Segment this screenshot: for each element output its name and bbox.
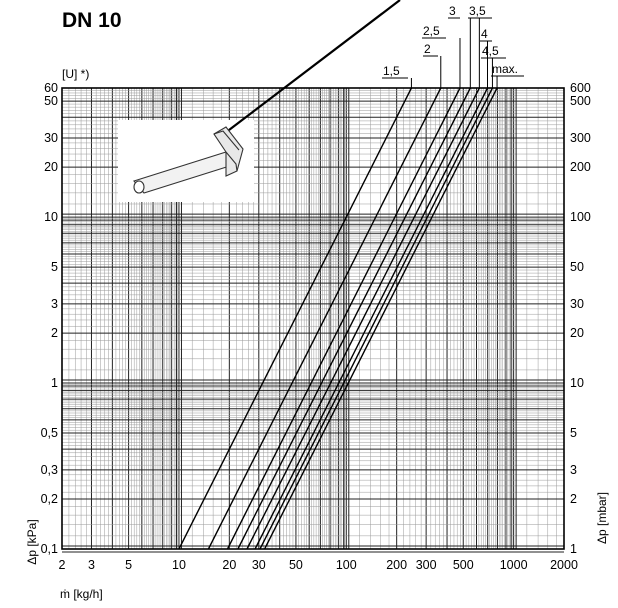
- x-axis-label: ṁ [kg/h]: [60, 587, 103, 601]
- right-tick-label: 5: [570, 426, 577, 440]
- right-tick-label: 3: [570, 463, 577, 477]
- left-tick-label: 20: [44, 160, 58, 174]
- left-tick-label: 10: [44, 210, 58, 224]
- y-axis-left-label: Δp [kPa]: [25, 519, 39, 564]
- right-tick-label: 20: [570, 326, 584, 340]
- left-tick-label: 0,2: [41, 492, 58, 506]
- series-label-5: 3,5: [469, 4, 486, 18]
- inset-pointer: [228, 0, 401, 131]
- inset-panel: [118, 0, 401, 202]
- right-tick-label: 50: [570, 260, 584, 274]
- right-tick-label: 30: [570, 297, 584, 311]
- left-tick-label: 5: [51, 260, 58, 274]
- series-label-4: 3: [449, 4, 456, 18]
- series-label-3: 2,5: [423, 24, 440, 38]
- left-tick-label: 50: [44, 94, 58, 108]
- series-line-7: [259, 87, 494, 550]
- left-tick-label: 2: [51, 326, 58, 340]
- left-tick-label: 0,5: [41, 426, 58, 440]
- left-tick-label: 1: [51, 376, 58, 390]
- left-tick-label: 0,3: [41, 463, 58, 477]
- series-label-1: 1,5: [383, 64, 400, 78]
- series-header: [U] *): [62, 67, 89, 81]
- right-tick-label: 500: [570, 94, 591, 108]
- x-tick-label: 300: [416, 558, 437, 572]
- left-tick-label: 3: [51, 297, 58, 311]
- grid: [62, 88, 564, 553]
- x-tick-label: 50: [289, 558, 303, 572]
- hex-key-icon: [133, 126, 244, 194]
- right-tick-label: 600: [570, 81, 591, 95]
- series-line-8: [263, 87, 498, 550]
- series-line-3: [226, 87, 461, 550]
- x-tick-label: 20: [222, 558, 236, 572]
- series-label-8: max.: [492, 62, 518, 76]
- series-line-1: [178, 87, 413, 550]
- x-tick-label: 100: [336, 558, 357, 572]
- x-tick-label: 10: [172, 558, 186, 572]
- x-tick-label: 1000: [500, 558, 528, 572]
- x-tick-label: 2: [59, 558, 66, 572]
- curve-leaders: [382, 17, 524, 89]
- right-tick-label: 100: [570, 210, 591, 224]
- x-axis-ticks: 2 3 5 10 20 30 50 100 200 300 500 1000 2000: [59, 558, 578, 572]
- right-tick-label: 300: [570, 131, 591, 145]
- left-tick-label: 60: [44, 81, 58, 95]
- plot-frame: [61, 87, 565, 550]
- right-tick-label: 2: [570, 492, 577, 506]
- left-tick-label: 0,1: [41, 542, 58, 556]
- right-tick-label: 200: [570, 160, 591, 174]
- series-line-6: [254, 87, 489, 550]
- series-label-6: 4: [481, 27, 488, 41]
- y-axis-right-label: Δp [mbar]: [595, 492, 609, 544]
- x-tick-label: 2000: [550, 558, 578, 572]
- x-tick-label: 30: [252, 558, 266, 572]
- x-tick-label: 500: [453, 558, 474, 572]
- series-label-7: 4,5: [482, 44, 499, 58]
- chart-title: DN 10: [62, 9, 122, 32]
- series-label-2: 2: [424, 42, 431, 56]
- series-line-2: [207, 87, 442, 550]
- series-line-4: [237, 87, 471, 550]
- x-tick-label: 200: [386, 558, 407, 572]
- left-tick-label: 30: [44, 131, 58, 145]
- right-tick-label: 1: [570, 542, 577, 556]
- series-line-5: [246, 87, 480, 550]
- x-tick-label: 5: [125, 558, 132, 572]
- series-layer: [178, 87, 498, 550]
- plot-border: [61, 87, 565, 550]
- x-tick-label: 3: [88, 558, 95, 572]
- right-tick-label: 10: [570, 376, 584, 390]
- series-labels: 1,5 2 2,5 3 3,5 4 4,5 max.: [383, 4, 518, 78]
